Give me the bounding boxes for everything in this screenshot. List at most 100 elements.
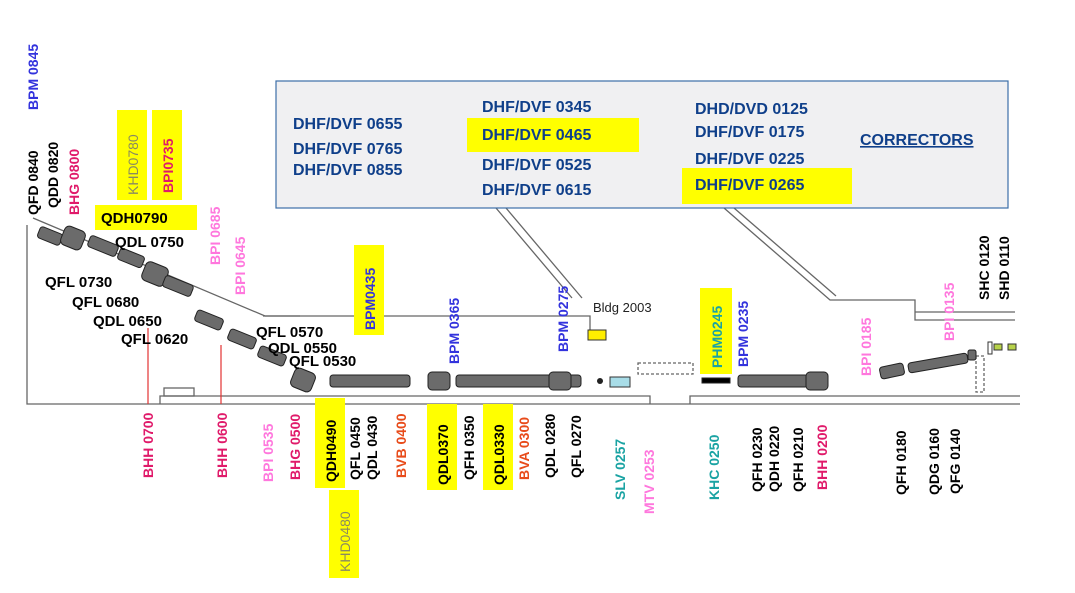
- small-box-left: [163, 387, 195, 397]
- label-qdh0490: QDH0490: [323, 420, 339, 482]
- label-qfl0570: QFL 0570: [256, 324, 323, 341]
- hl-khd0480: [329, 490, 359, 578]
- hl-qdh0790: [95, 205, 197, 230]
- label-bvb0400: BVB 0400: [393, 413, 409, 478]
- label-bva0300: BVA 0300: [516, 417, 532, 480]
- label-qdl0550: QDL 0550: [268, 340, 337, 357]
- label-phm0245: PHM0245: [709, 306, 725, 368]
- label-mtv0253: MTV 0253: [641, 449, 657, 514]
- magnet-0210: [805, 371, 829, 391]
- vertical-labels-top: BPM 0845 QFD 0840 QDD 0820 BHG 0800 KHD0…: [25, 44, 1012, 376]
- corrector-0345: DHF/DVF 0345: [482, 99, 591, 116]
- label-qfh0230: QFH 0230: [749, 427, 765, 492]
- label-bpm0235: BPM 0235: [735, 301, 751, 367]
- label-qfh0350: QFH 0350: [461, 415, 477, 480]
- label-bpm0275: BPM 0275: [555, 286, 571, 352]
- label-bpi0685: BPI 0685: [207, 206, 223, 265]
- highlight-0265: [682, 168, 852, 204]
- corrector-0225: DHF/DVF 0225: [695, 151, 804, 168]
- hl-khd0780: [117, 110, 147, 200]
- magnet-0820: [60, 225, 86, 251]
- corrector-0125: DHD/DVD 0125: [695, 101, 808, 118]
- correctors-box: DHF/DVF 0655 DHF/DVF 0765 DHF/DVF 0855 D…: [275, 80, 1009, 209]
- box-leader-2: [505, 207, 583, 299]
- mid-step: [689, 395, 1020, 404]
- magnet-0650: [194, 309, 224, 331]
- label-shd0110: SHD 0110: [996, 236, 1012, 300]
- label-bhg0500: BHG 0500: [287, 414, 303, 480]
- corrector-0855: DHF/DVF 0855: [293, 162, 402, 179]
- label-khd0780: KHD0780: [125, 134, 141, 195]
- label-qfl0450: QFL 0450: [347, 417, 363, 480]
- building-marker: [587, 329, 607, 341]
- magnet-0160: [907, 352, 969, 374]
- right-element-a: [987, 341, 993, 355]
- label-qdh0790: QDH0790: [101, 210, 168, 227]
- label-qdh0220: QDH 0220: [766, 426, 782, 492]
- right-element-c: [1007, 343, 1017, 351]
- corrector-0175: DHF/DVF 0175: [695, 124, 804, 141]
- label-qfl0270: QFL 0270: [568, 415, 584, 478]
- building-outline: [26, 207, 1020, 405]
- corrector-0655: DHF/DVF 0655: [293, 116, 402, 133]
- dashed-box-2: [975, 355, 985, 393]
- label-bhh0600: BHH 0600: [214, 412, 230, 478]
- magnet-0230: [737, 374, 809, 388]
- label-bpm0845: BPM 0845: [25, 44, 41, 110]
- right-element-b: [993, 343, 1003, 351]
- label-qfl0530: QFL 0530: [289, 353, 356, 370]
- magnet-0140: [967, 349, 977, 361]
- building-label: Bldg 2003: [593, 300, 652, 315]
- hl-bpi0735: [152, 110, 182, 200]
- magnet-0530: [290, 367, 316, 393]
- magnet-0620: [227, 328, 257, 350]
- label-qfl0680: QFL 0680: [72, 294, 139, 311]
- magnet-0370: [427, 371, 451, 391]
- corrector-0465: DHF/DVF 0465: [482, 127, 591, 144]
- correctors-title: CORRECTORS: [860, 132, 974, 149]
- label-qdl0330: QDL0330: [491, 424, 507, 485]
- box-leader-1: [495, 207, 573, 299]
- corrector-0765: DHF/DVF 0765: [293, 141, 402, 158]
- hl-qdh0490: [315, 398, 345, 488]
- label-qfh0180: QFH 0180: [893, 430, 909, 495]
- label-qdg0160: QDG 0160: [926, 428, 942, 495]
- label-qdl0370: QDL0370: [435, 424, 451, 485]
- beamline-elements: [37, 225, 1017, 393]
- right-diagonal: [723, 207, 1015, 321]
- slv-mtv-element: [609, 376, 631, 388]
- label-qdl0280: QDL 0280: [542, 413, 558, 478]
- magnet-0450: [329, 374, 411, 388]
- label-bhg0800: BHG 0800: [66, 149, 82, 215]
- label-qdl0650: QDL 0650: [93, 313, 162, 330]
- hl-bpm0435: [354, 245, 384, 335]
- label-highlights: [95, 110, 732, 578]
- label-bhh0200: BHH 0200: [814, 424, 830, 490]
- label-khd0480: KHD0480: [337, 511, 353, 572]
- label-qfg0140: QFG 0140: [947, 428, 963, 494]
- correctors-box-frame: [275, 80, 1009, 209]
- label-qdl0750: QDL 0750: [115, 234, 184, 251]
- label-qfh0210: QFH 0210: [790, 427, 806, 492]
- label-qfd0840: QFD 0840: [25, 150, 41, 215]
- label-bpi0645: BPI 0645: [232, 236, 248, 295]
- phm-block: [701, 377, 731, 384]
- label-bpi0135: BPI 0135: [941, 282, 957, 341]
- magnet-0180: [879, 362, 905, 380]
- label-bpm0365: BPM 0365: [446, 298, 462, 364]
- hl-phm0245: [700, 288, 732, 374]
- bottom-corridor: [159, 395, 651, 404]
- label-qfl0730: QFL 0730: [45, 274, 112, 291]
- label-bpm0435: BPM0435: [362, 268, 378, 330]
- label-shc0120: SHC 0120: [976, 235, 992, 300]
- element-0260: [597, 378, 603, 384]
- magnet-0570: [257, 345, 287, 367]
- label-slv0257: SLV 0257: [612, 439, 628, 500]
- corrector-0615: DHF/DVF 0615: [482, 182, 591, 199]
- label-bpi0735: BPI0735: [160, 138, 176, 193]
- dashed-box-1: [637, 362, 694, 375]
- left-wall: [26, 225, 1020, 405]
- magnet-0790: [87, 235, 119, 257]
- label-qfl0620: QFL 0620: [121, 331, 188, 348]
